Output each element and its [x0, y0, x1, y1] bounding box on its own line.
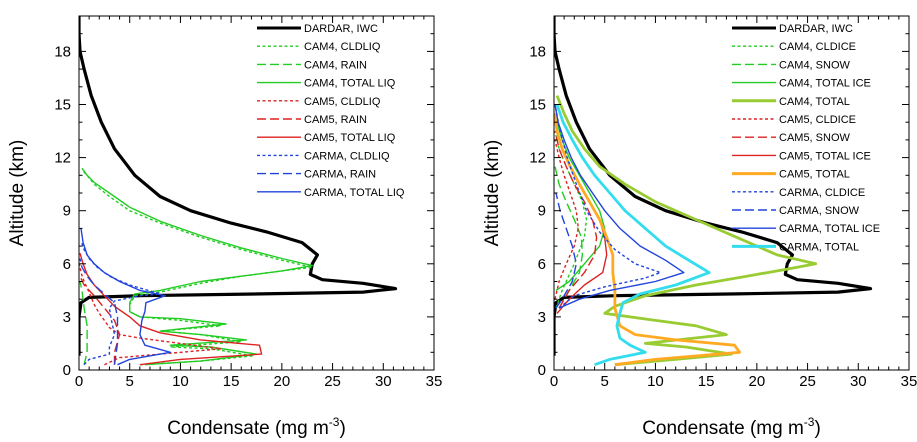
legend-label: CAM5, RAIN [304, 114, 367, 126]
y-tick-label: 18 [529, 43, 546, 60]
legend-label: CARMA, SNOW [779, 205, 860, 217]
x-axis-label-main: Condensate (mg m [642, 418, 804, 439]
chart-panel-right: 0 5 10 15 20 25 30 35 0 3 6 9 12 15 18 Condensate (mg m… [482, 15, 917, 439]
axis-ticks [78, 15, 435, 371]
x-axis-label-end: ) [339, 418, 345, 439]
series-line-carma-total-ice [554, 104, 685, 309]
x-tick-label: 25 [799, 373, 816, 390]
series-line-cam5-rain [79, 275, 121, 365]
x-tick-label: 20 [274, 373, 291, 390]
y-tick-label: 9 [538, 203, 546, 220]
series-line-cam4-cldliq [81, 169, 313, 366]
legend-label: DARDAR, IWC [779, 23, 853, 35]
series-line-cam4-snow [554, 166, 584, 309]
x-axis-label-exponent: -3 [804, 415, 815, 429]
y-tick-label: 6 [63, 256, 71, 273]
series-line-cam5-cldliq [79, 263, 222, 366]
y-tick-label: 9 [63, 203, 71, 220]
legend: DARDAR, IWC CAM4, CLDLIQ CAM4, RAIN CAM4, T… [257, 23, 405, 199]
legend-label: CARMA, CLDLIQ [304, 150, 390, 162]
series-line-cam4-total [555, 95, 818, 367]
x-tick-label: 15 [223, 373, 240, 390]
x-tick-label: 25 [324, 373, 341, 390]
y-tick-label: 18 [54, 43, 71, 60]
x-tick-label: 30 [375, 373, 392, 390]
x-tick-label: 15 [698, 373, 715, 390]
x-tick-label: 0 [75, 373, 83, 390]
legend-label: CAM5, TOTAL LIQ [304, 132, 396, 144]
y-tick-label: 12 [529, 150, 546, 167]
x-tick-label: 5 [126, 373, 134, 390]
x-tick-label: 35 [426, 373, 443, 390]
y-tick-label: 15 [54, 97, 71, 114]
series-line-cam4-total-liq [81, 167, 313, 366]
series-line-carma-snow [555, 192, 577, 309]
legend-label: CAM4, CLDICE [779, 41, 856, 53]
y-tick-label: 15 [529, 97, 546, 114]
x-axis-label-end: ) [814, 418, 820, 439]
series-line-cam5-cldice [554, 139, 579, 300]
series-line-dardar-iwc [79, 16, 398, 356]
legend-label: CAM4, RAIN [304, 59, 367, 71]
series-group [554, 16, 873, 367]
legend-label: CAM5, CLDICE [779, 114, 856, 126]
y-tick-label: 12 [54, 150, 71, 167]
series-line-carma-total-liq [80, 228, 171, 366]
legend-label: CAM4, TOTAL LIQ [304, 78, 396, 90]
legend-label: CAM5, SNOW [779, 132, 851, 144]
y-tick-label: 3 [538, 309, 546, 326]
y-tick-label: 6 [538, 256, 546, 273]
x-axis-label: Condensate (mg m-3) [642, 415, 821, 439]
chart-panel-left: 0 5 10 15 20 25 30 35 0 3 6 9 12 15 18 Condensate (mg m… [7, 15, 443, 439]
series-line-cam4-cldice [554, 130, 588, 309]
legend-label: CAM4, TOTAL ICE [779, 78, 871, 90]
x-axis-label-exponent: -3 [329, 415, 340, 429]
x-tick-label: 20 [749, 373, 766, 390]
x-axis-label-main: Condensate (mg m [167, 418, 329, 439]
legend-label: CAM5, TOTAL [779, 169, 850, 181]
x-tick-label: 10 [647, 373, 664, 390]
y-axis-label: Altitude (km) [7, 140, 28, 247]
legend-label: CAM5, CLDLIQ [304, 96, 381, 108]
series-line-carma-cldice [554, 104, 662, 309]
series-line-cam4-total-ice [555, 122, 606, 291]
legend-label: CAM5, TOTAL ICE [779, 150, 871, 162]
legend-label: CARMA, TOTAL ICE [779, 223, 880, 235]
x-tick-label: 35 [901, 373, 917, 390]
series-line-cam5-total [554, 113, 741, 367]
legend-label: DARDAR, IWC [304, 23, 378, 35]
series-line-carma-rain [79, 258, 119, 365]
legend-label: CARMA, TOTAL LIQ [304, 187, 405, 199]
y-axis-label: Altitude (km) [482, 140, 503, 247]
legend-label: CAM4, TOTAL [779, 96, 850, 108]
x-axis-label: Condensate (mg m-3) [167, 415, 346, 439]
legend-label: CAM4, CLDLIQ [304, 41, 381, 53]
y-tick-label: 0 [538, 362, 546, 379]
x-tick-label: 5 [601, 373, 609, 390]
series-line-carma-total [555, 104, 711, 367]
x-tick-label: 0 [550, 373, 558, 390]
legend-label: CARMA, RAIN [304, 169, 376, 181]
legend-label: CARMA, TOTAL [779, 241, 859, 253]
x-tick-label: 30 [850, 373, 867, 390]
series-line-cam5-total-liq [79, 253, 263, 366]
x-tick-label: 10 [172, 373, 189, 390]
legend-label: CAM4, SNOW [779, 59, 851, 71]
legend: DARDAR, IWC CAM4, CLDICE CAM4, SNOW CAM4, T… [732, 23, 880, 253]
axis-ticks [553, 15, 910, 371]
y-tick-label: 3 [63, 309, 71, 326]
series-group [79, 16, 398, 366]
legend-label: CARMA, CLDICE [779, 187, 865, 199]
y-tick-label: 0 [63, 362, 71, 379]
